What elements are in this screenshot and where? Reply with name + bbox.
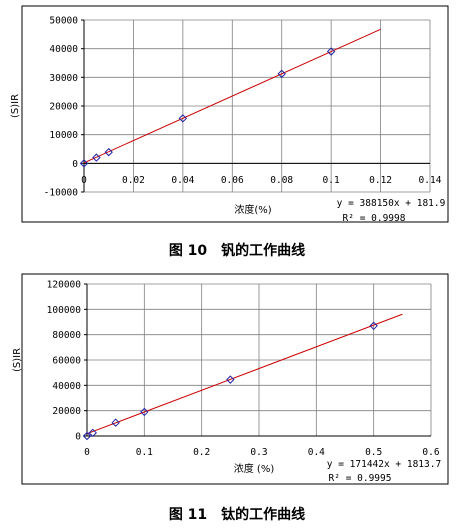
data-point	[178, 114, 188, 123]
x-axis-label: 浓度(%)	[234, 203, 271, 216]
data-point	[82, 431, 92, 441]
x-tick-label: 0.5	[365, 447, 382, 458]
data-point	[88, 428, 97, 438]
data-point	[226, 375, 235, 384]
y-tick-label: 100000	[47, 305, 82, 316]
y-tick-label: 80000	[52, 330, 81, 341]
y-tick-label: 60000	[52, 356, 81, 367]
x-tick-label: 0	[84, 447, 90, 458]
data-point	[277, 69, 286, 79]
x-axis-label: 浓度 (%)	[234, 462, 275, 475]
chart-titanium: 0 20000 40000 60000 80000 100000 120000 0 0.1 0.2…	[12, 273, 449, 485]
trendline	[86, 313, 403, 435]
x-tick-label: 0	[81, 175, 87, 186]
y-tick-label: 40000	[49, 44, 78, 55]
x-tick-label: 0.12	[369, 175, 392, 186]
y-tick-label: 0	[75, 432, 81, 443]
trendline	[83, 28, 381, 164]
x-tick-label: 0.14	[419, 175, 442, 186]
y-axis-label: (S)IR	[12, 348, 23, 372]
x-tick-label: 0.02	[122, 175, 145, 186]
y-tick-label: 20000	[49, 102, 78, 113]
y-tick-label: 120000	[47, 280, 82, 291]
x-tick-label: 0.2	[193, 447, 210, 458]
y-tick-label: 30000	[49, 73, 78, 84]
chart-panel-vanadium: -10000 0 10000 20000 30000 40000 50000 0 0.02 0.0…	[0, 0, 474, 262]
data-point	[111, 418, 120, 427]
data-point	[140, 407, 149, 417]
trendline-r-squared: R² = 0.9995	[329, 473, 392, 484]
x-tick-label: 0.4	[308, 447, 325, 458]
y-tick-label: 10000	[49, 130, 78, 141]
chart-panel-titanium: 0 20000 40000 60000 80000 100000 120000 0 0.1 0.2…	[0, 268, 474, 530]
y-tick-label: 0	[72, 159, 78, 170]
trendline-equation: y = 388150x + 181.9	[337, 198, 446, 209]
x-tick-label: 0.08	[270, 175, 293, 186]
x-tick-label: 0.1	[323, 175, 340, 186]
x-tick-label: 0.06	[221, 175, 244, 186]
trendline-r-squared: R² = 0.9998	[343, 213, 406, 224]
x-tick-label: 0.3	[250, 447, 267, 458]
caption-vanadium: 图 10 钒的工作曲线	[168, 243, 306, 259]
data-point	[326, 47, 336, 56]
y-tick-label: 20000	[52, 406, 81, 417]
y-axis-label: (S)IR	[10, 94, 21, 118]
data-point	[369, 321, 378, 331]
trendline-equation: y = 171442x + 1813.7	[327, 459, 441, 470]
data-point	[92, 153, 101, 162]
y-tick-label: -10000	[44, 188, 79, 199]
y-tick-label: 50000	[49, 16, 78, 27]
x-tick-label: 0.6	[422, 447, 439, 458]
x-tick-label: 0.04	[171, 175, 194, 186]
caption-titanium: 图 11 钛的工作曲线	[168, 507, 306, 523]
data-point	[104, 147, 113, 157]
x-tick-label: 0.1	[136, 447, 153, 458]
data-point	[79, 159, 89, 168]
y-tick-label: 40000	[52, 381, 81, 392]
chart-frame	[21, 5, 449, 223]
